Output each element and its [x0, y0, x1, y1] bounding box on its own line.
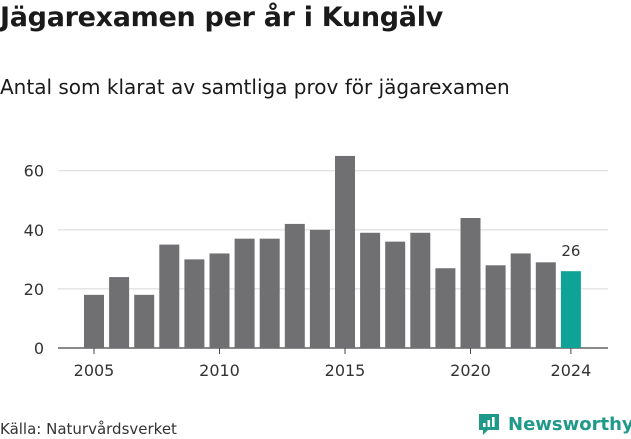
bar-2015 — [335, 155, 355, 348]
x-tick-label: 2024 — [551, 361, 592, 380]
y-tick-label: 0 — [34, 339, 44, 358]
data-label: 26 — [561, 242, 580, 260]
x-axis-ticks: 2005 2010 2015 2020 2024 — [74, 348, 592, 380]
bar-2012 — [259, 238, 280, 348]
bar-2022 — [510, 253, 531, 348]
bar-2016 — [360, 232, 381, 348]
x-tick-label: 2020 — [450, 361, 491, 380]
data-labels: 26 — [561, 242, 580, 260]
bar-2019 — [435, 268, 456, 348]
bars — [84, 155, 581, 348]
x-tick-label: 2015 — [325, 361, 366, 380]
bar-2009 — [184, 259, 205, 348]
bar-2024 — [560, 271, 581, 348]
bar-2018 — [410, 232, 431, 348]
bar-2013 — [284, 223, 305, 348]
x-tick-label: 2010 — [199, 361, 240, 380]
bar-2017 — [385, 241, 406, 348]
source-note: Källa: Naturvårdsverket — [0, 420, 177, 438]
y-tick-label: 20 — [24, 280, 44, 299]
newsworthy-logo-icon — [479, 414, 499, 435]
y-tick-label: 40 — [24, 221, 44, 240]
bar-2006 — [109, 277, 130, 348]
bar-2005 — [84, 294, 104, 348]
x-tick-label: 2005 — [74, 361, 115, 380]
bar-chart: 0 20 40 60 26 2005 2010 2015 2020 2024 — [24, 155, 608, 380]
brand-name: Newsworthy — [508, 413, 631, 435]
bar-2023 — [535, 262, 556, 348]
y-axis-ticks: 0 20 40 60 — [24, 162, 44, 358]
brand-logo[interactable]: Newsworthy — [476, 410, 631, 438]
bar-2008 — [159, 244, 180, 348]
bar-2021 — [485, 265, 506, 348]
y-tick-label: 60 — [24, 162, 44, 181]
chart-subtitle: Antal som klarat av samtliga prov för jä… — [0, 75, 510, 99]
bar-2007 — [134, 294, 155, 348]
bar-2014 — [309, 229, 330, 348]
bar-2010 — [209, 253, 230, 348]
chart-title: Jägarexamen per år i Kungälv — [0, 2, 443, 33]
bar-2011 — [234, 238, 255, 348]
bar-2020 — [460, 218, 481, 348]
